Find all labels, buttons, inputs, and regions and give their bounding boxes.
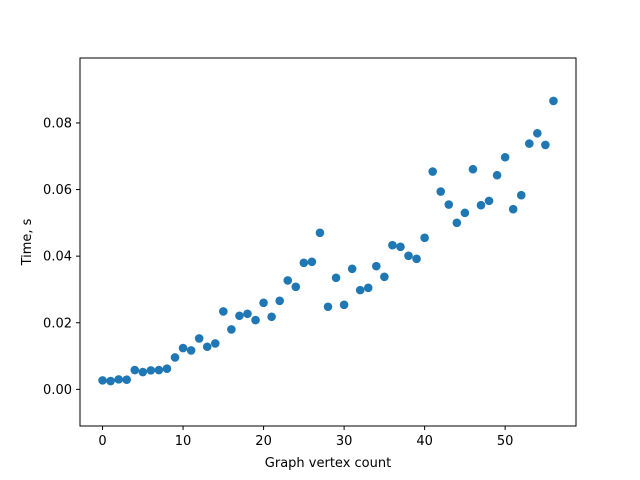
- data-point: [186, 346, 196, 355]
- y-tick-label: 0.04: [43, 250, 72, 265]
- data-point: [492, 170, 502, 180]
- x-tick-label: 10: [175, 434, 192, 449]
- data-point: [404, 251, 413, 261]
- data-point: [299, 258, 309, 268]
- y-tick-label: 0.06: [43, 183, 72, 198]
- data-point: [468, 164, 478, 174]
- data-point: [227, 325, 236, 334]
- data-point: [122, 375, 131, 385]
- data-point: [283, 276, 293, 285]
- data-point: [210, 339, 220, 348]
- data-point: [484, 196, 494, 206]
- data-point: [460, 208, 470, 218]
- data-point: [428, 167, 437, 176]
- x-tick-label: 20: [255, 434, 272, 449]
- data-point: [106, 376, 115, 386]
- data-point: [476, 200, 486, 210]
- data-point: [98, 376, 107, 385]
- data-point: [178, 343, 188, 353]
- data-point: [251, 315, 260, 325]
- data-point: [525, 139, 534, 148]
- data-point: [444, 200, 454, 209]
- y-tick-label: 0.08: [43, 116, 72, 131]
- data-point: [549, 96, 558, 106]
- data-point: [315, 228, 325, 238]
- x-tick-label: 40: [416, 434, 433, 449]
- data-point: [162, 364, 172, 374]
- data-point: [243, 309, 252, 319]
- x-tick-label: 0: [98, 434, 106, 449]
- data-point: [323, 302, 333, 312]
- data-point: [388, 240, 397, 250]
- data-point: [541, 140, 550, 150]
- data-point: [452, 218, 462, 228]
- x-tick-label: 50: [497, 434, 514, 449]
- y-tick-label: 0.02: [43, 316, 72, 331]
- x-tick-label: 30: [336, 434, 353, 449]
- data-point: [500, 152, 510, 162]
- data-point: [307, 257, 317, 267]
- data-point: [355, 285, 365, 295]
- data-point: [194, 334, 204, 343]
- data-point: [396, 242, 405, 252]
- data-point: [291, 282, 301, 292]
- data-point: [170, 353, 180, 362]
- data-point: [533, 128, 542, 138]
- data-point: [347, 264, 357, 274]
- data-point: [202, 342, 212, 352]
- data-point: [508, 204, 518, 214]
- data-point: [154, 365, 164, 375]
- data-point: [275, 296, 284, 306]
- data-point: [372, 261, 381, 271]
- data-point: [235, 311, 244, 321]
- data-point: [114, 375, 123, 384]
- data-point: [267, 312, 276, 322]
- data-point: [516, 190, 526, 200]
- data-points: [98, 96, 558, 386]
- x-axis-label: Graph vertex count: [265, 456, 391, 471]
- data-point: [259, 298, 268, 308]
- data-point: [412, 254, 421, 264]
- data-point: [130, 365, 140, 375]
- data-point: [219, 307, 228, 316]
- plot-frame: [79, 57, 577, 427]
- x-axis-ticks: 0 10 20 30 40 50: [98, 426, 513, 449]
- data-point: [436, 187, 446, 196]
- data-point: [380, 272, 389, 282]
- y-axis-ticks: 0.00 0.02 0.04 0.06 0.08: [43, 116, 80, 398]
- data-point: [420, 233, 429, 243]
- y-axis-label: Time, s: [20, 218, 35, 266]
- data-point: [138, 367, 148, 377]
- data-point: [363, 283, 373, 293]
- data-point: [331, 273, 341, 283]
- y-tick-label: 0.00: [43, 383, 72, 398]
- data-point: [339, 300, 349, 310]
- data-point: [146, 366, 156, 375]
